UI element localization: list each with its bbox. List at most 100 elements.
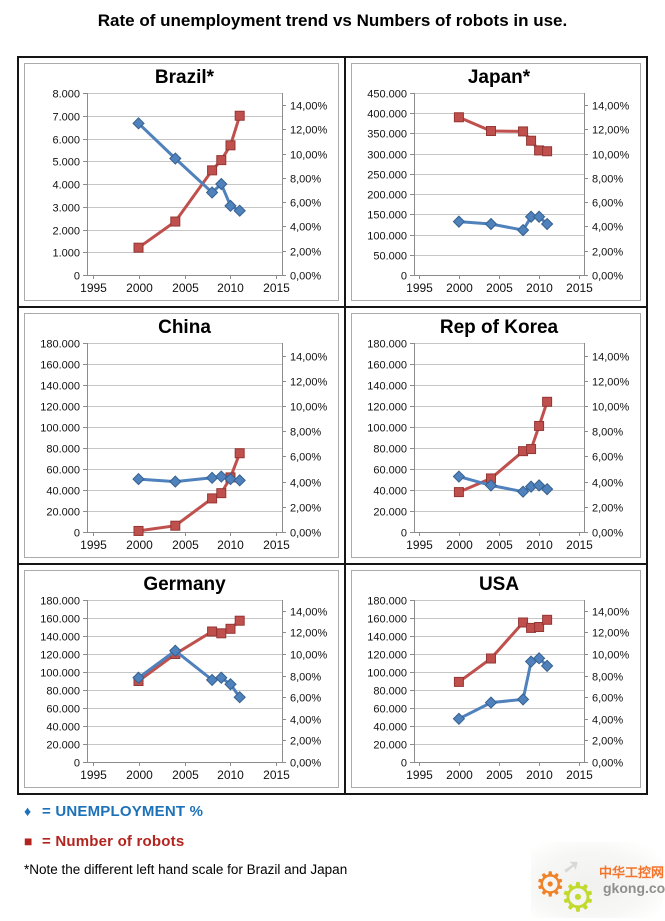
left-axis-tick-label: 7.000 <box>52 112 80 124</box>
robots-series <box>133 615 245 686</box>
left-axis-tick-label: 2.000 <box>52 226 80 238</box>
left-axis-tick-label: 400.000 <box>367 109 407 121</box>
right-axis-tick-label: 6,00% <box>592 693 623 705</box>
unemployment-data-point <box>540 217 554 231</box>
unemployment-data-point <box>532 479 546 492</box>
gear-icon: ⚙ <box>560 875 596 921</box>
x-axis-tick-label: 2015 <box>263 538 290 552</box>
left-axis-tick-label: 120.000 <box>40 650 80 662</box>
chart-title: Rep of Korea <box>440 317 559 338</box>
unemployment-series <box>132 644 246 704</box>
robot-data-point <box>207 493 218 504</box>
left-axis-tick-label: 350.000 <box>367 129 407 141</box>
x-axis-tick-label: 1995 <box>406 538 433 552</box>
right-axis-tick-label: 2,00% <box>290 503 321 515</box>
unemployment-data-point <box>452 470 466 483</box>
left-axis-tick-label: 0 <box>401 528 407 540</box>
left-axis-tick-label: 8.000 <box>52 89 80 101</box>
x-axis-tick-label: 2015 <box>566 281 593 295</box>
right-axis-tick-label: 10,00% <box>290 402 328 414</box>
gridlines <box>87 93 282 253</box>
unemployment-data-point <box>224 472 237 486</box>
right-axis-tick-label: 10,00% <box>592 402 630 414</box>
unemployment-data-point <box>169 644 182 657</box>
cell-korea: 0 20.000 40.000 60.000 80.000 100.000 120.000 1… <box>346 308 646 565</box>
gkong-watermark: ➚ ⚙ ⚙ 中华工控网 gkong.com <box>531 842 665 921</box>
robot-data-point <box>207 626 218 637</box>
robots-series <box>453 396 553 498</box>
chart-title: Japan* <box>468 67 531 88</box>
x-axis-tick-label: 2010 <box>526 768 553 782</box>
unemployment-diamond-icon: ♦ <box>24 803 32 819</box>
chart-svg: 0 50.000 100.000 150.000 200.000 250.000 300.0… <box>367 67 630 295</box>
robot-data-point <box>534 420 545 431</box>
legend-robots-label: = Number of robots <box>42 833 185 850</box>
x-axis-tick-label: 2000 <box>446 538 473 552</box>
cell-usa: 0 20.000 40.000 60.000 80.000 100.000 120.000 1… <box>346 565 646 793</box>
left-axis-tick-label: 100.000 <box>367 668 407 680</box>
robot-data-point <box>518 617 529 628</box>
x-axis-tick-label: 2005 <box>486 281 513 295</box>
x-axis-tick-label: 1995 <box>80 768 107 782</box>
plot-border <box>414 600 585 763</box>
unemployment-data-point <box>215 177 228 191</box>
right-axis-tick-label: 14,00% <box>290 607 328 619</box>
unemployment-data-point <box>205 471 219 485</box>
legend-unemployment-label: = UNEMPLOYMENT % <box>42 803 204 820</box>
right-axis-tick-label: 6,00% <box>290 198 321 210</box>
x-axis-tick-label: 2005 <box>172 538 199 552</box>
left-axis-tick-label: 80.000 <box>46 686 80 698</box>
unemployment-series <box>452 652 554 726</box>
plot-border <box>87 93 283 276</box>
chart-svg: 0 20.000 40.000 60.000 80.000 100.000 120.000 1… <box>40 317 328 552</box>
right-axis-tick-label: 12,00% <box>290 125 328 137</box>
robot-data-point <box>207 165 218 176</box>
robot-data-point <box>542 146 553 157</box>
gridlines <box>414 600 584 745</box>
chart-title: China <box>158 317 211 338</box>
right-axis-tick-label: 6,00% <box>290 452 321 464</box>
left-axis-tick-label: 20.000 <box>373 507 407 519</box>
unemployment-data-point <box>169 152 182 165</box>
robot-data-point <box>133 242 144 253</box>
right-axis-tick-label: 0,00% <box>592 758 623 770</box>
robots-square-icon: ■ <box>24 833 33 849</box>
robot-data-point <box>453 112 464 123</box>
watermark-domain: gkong.com <box>603 880 665 896</box>
gridlines <box>414 343 584 512</box>
left-axis-tick-label: 5.000 <box>52 157 80 169</box>
chart-title: Brazil* <box>155 67 215 88</box>
cell-japan: 0 50.000 100.000 150.000 200.000 250.000 300.0… <box>346 58 646 308</box>
left-axis-tick-label: 4.000 <box>52 180 80 192</box>
unemployment-data-point <box>452 215 466 228</box>
axis-ticks <box>410 600 588 766</box>
gridlines <box>87 600 282 745</box>
axis-labels: 0 20.000 40.000 60.000 80.000 100.000 120.000 1… <box>367 339 629 553</box>
unemployment-data-point <box>452 712 466 726</box>
x-axis-tick-label: 2000 <box>126 768 153 782</box>
series-line <box>137 122 241 213</box>
left-axis-tick-label: 140.000 <box>367 381 407 393</box>
right-axis-tick-label: 10,00% <box>592 650 630 662</box>
plot-border <box>87 343 283 533</box>
left-axis-tick-label: 6.000 <box>52 135 80 147</box>
x-axis-tick-label: 2010 <box>526 281 553 295</box>
right-axis-tick-label: 8,00% <box>592 174 623 186</box>
gridlines <box>414 93 584 256</box>
axis-ticks <box>410 343 588 536</box>
robot-data-point <box>225 623 236 634</box>
left-axis-tick-label: 450.000 <box>367 89 407 101</box>
left-axis-tick-label: 0 <box>74 758 80 770</box>
right-axis-tick-label: 2,00% <box>290 736 321 748</box>
right-axis-tick-label: 14,00% <box>592 101 630 113</box>
right-axis-tick-label: 10,00% <box>290 650 328 662</box>
x-axis-tick-label: 2010 <box>217 538 244 552</box>
unemployment-data-point <box>516 223 530 237</box>
chart-svg: 0 1.000 2.000 3.000 4.000 5.000 6.000 7.000 8.00… <box>52 67 328 295</box>
right-axis-tick-label: 12,00% <box>592 125 630 137</box>
unemployment-data-point <box>484 696 498 709</box>
left-axis-tick-label: 100.000 <box>40 668 80 680</box>
right-axis-tick-label: 2,00% <box>290 247 321 259</box>
left-axis-tick-label: 0 <box>74 271 80 283</box>
right-axis-tick-label: 0,00% <box>592 271 623 283</box>
